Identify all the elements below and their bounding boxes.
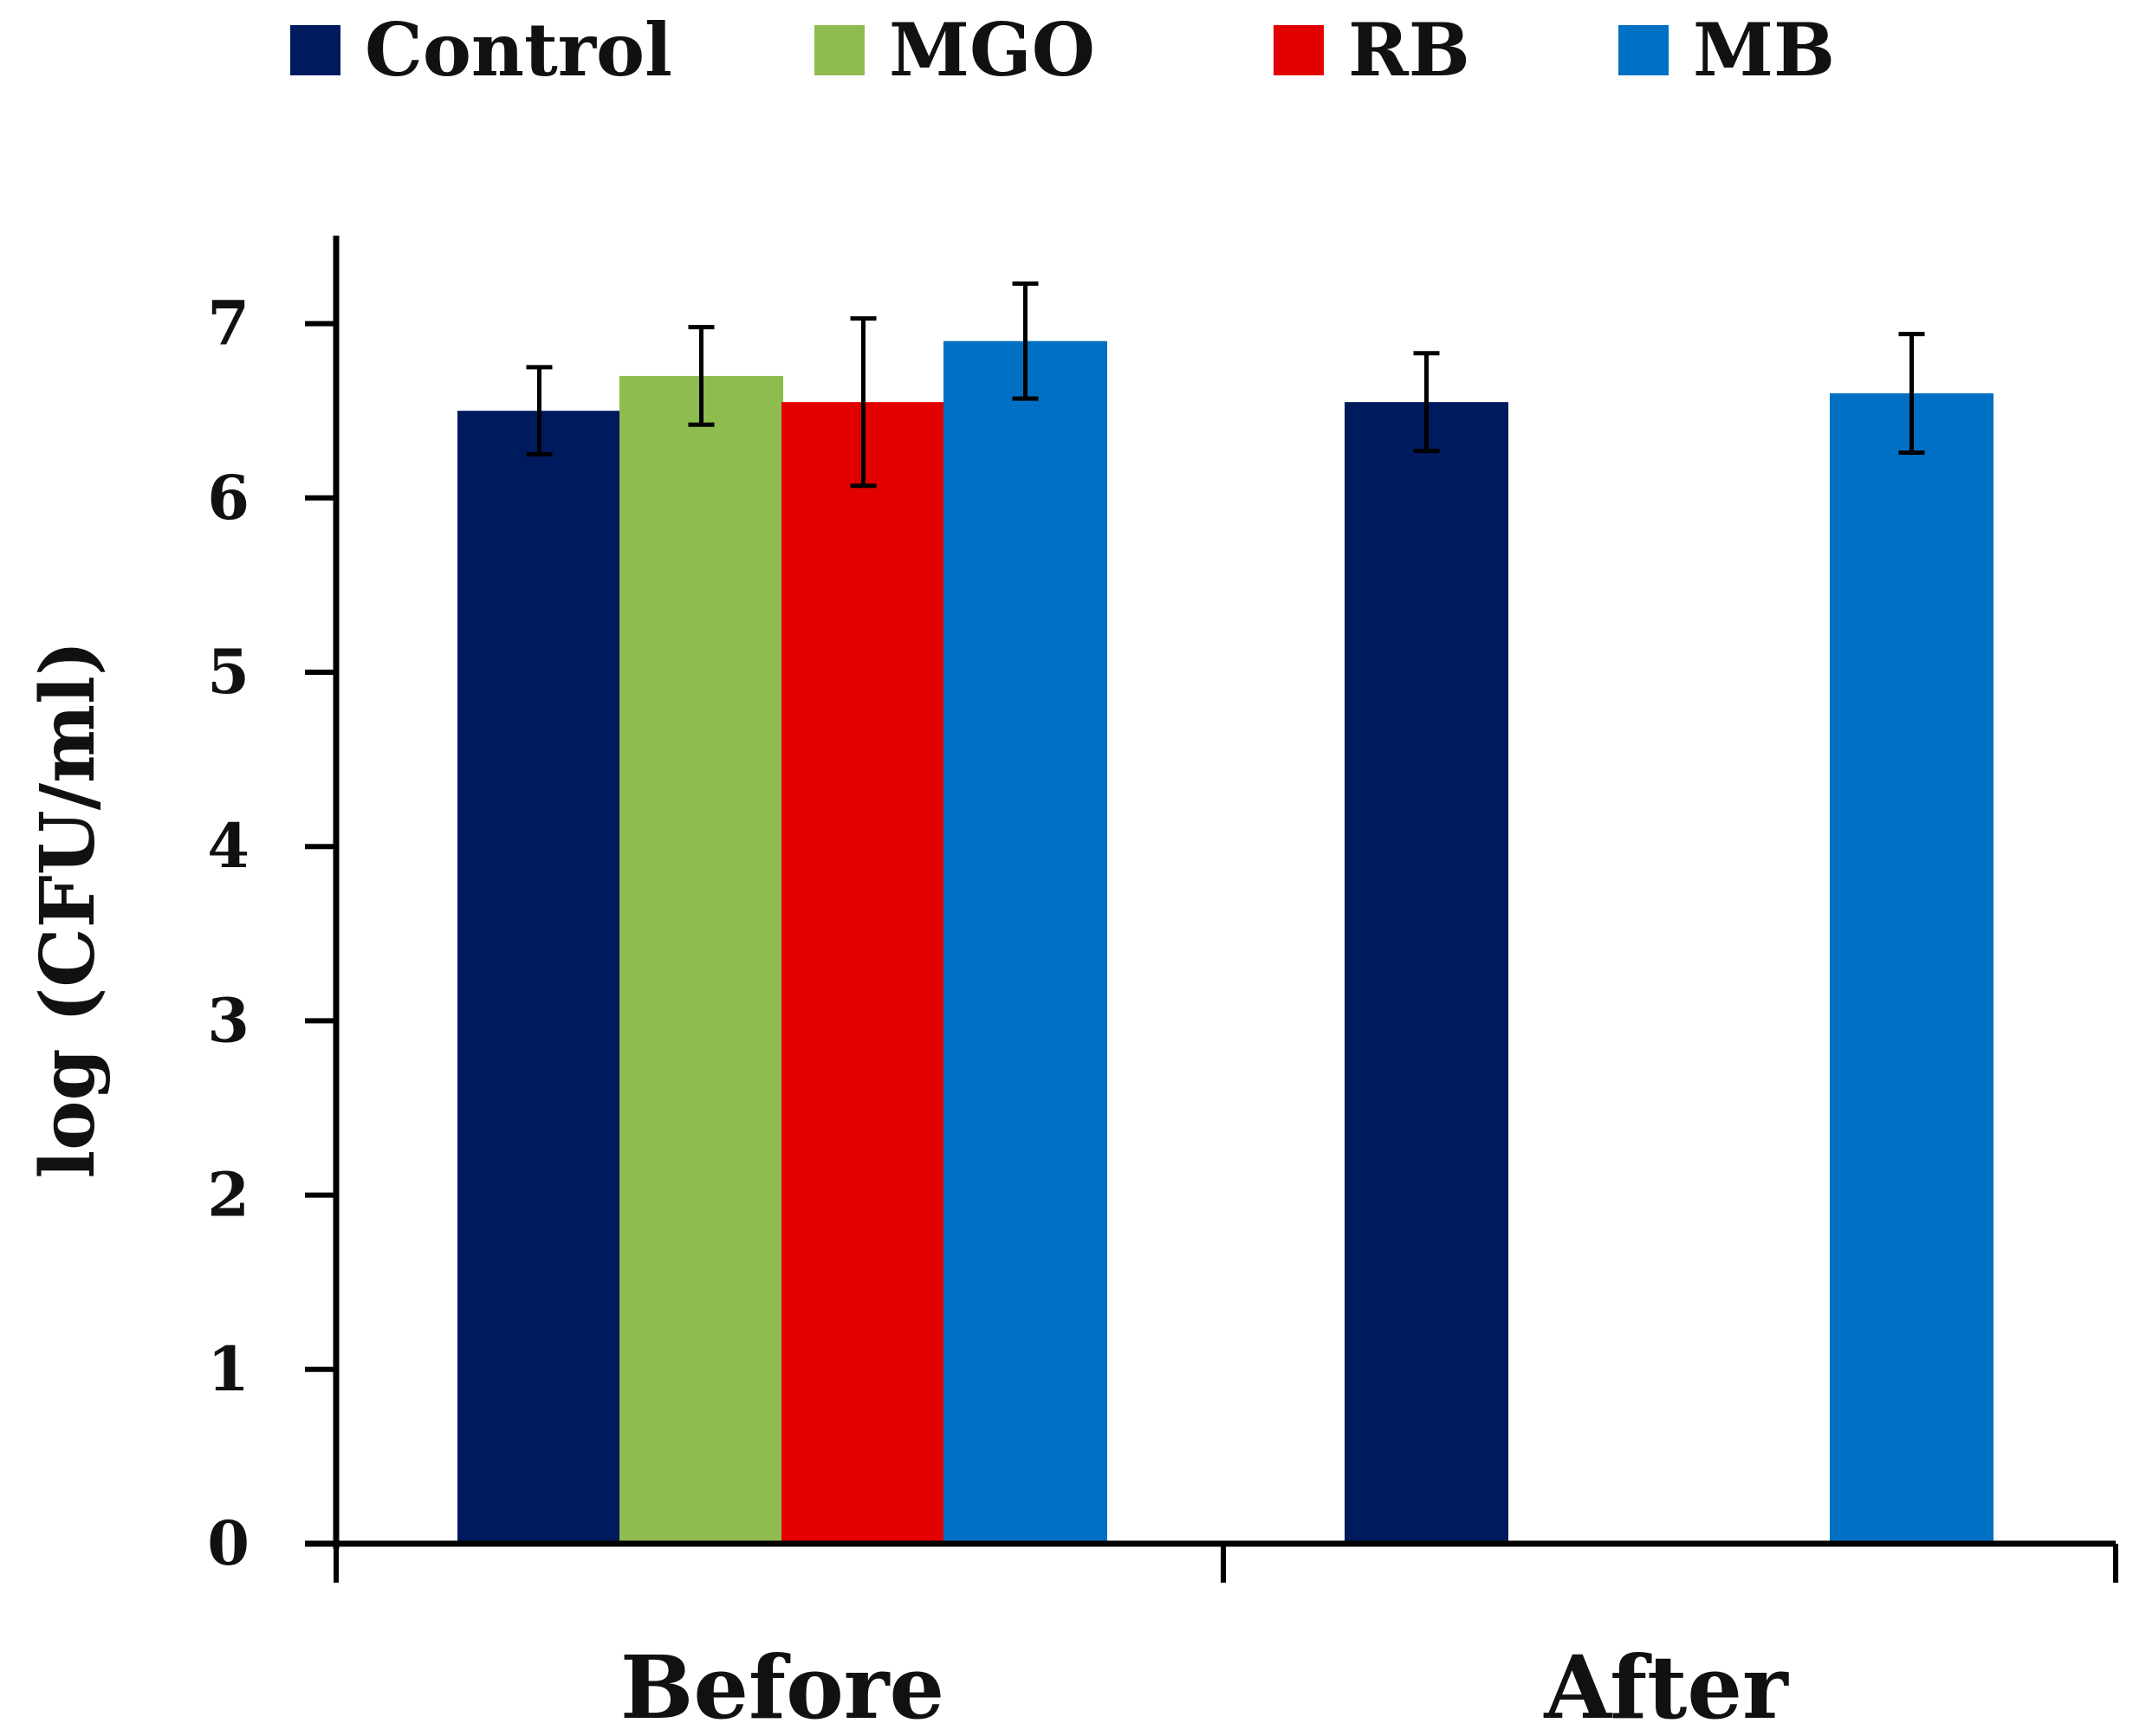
legend-item-control: Control — [290, 7, 672, 93]
legend: Control MGO RB MB — [0, 0, 2133, 104]
bar-rb-before — [781, 402, 945, 1544]
y-tick-label-3: 3 — [207, 984, 250, 1056]
x-category-label-after: After — [1543, 1636, 1789, 1736]
y-axis-label: log (CFU/ml) — [24, 640, 112, 1178]
y-tick-labels: 0 1 2 3 4 5 6 7 — [207, 288, 250, 1579]
bar-mgo-before — [619, 375, 783, 1545]
legend-swatch-mb — [1618, 25, 1669, 75]
legend-label-control: Control — [365, 7, 672, 93]
legend-item-mgo: MGO — [814, 7, 1095, 93]
bar-mb-before — [943, 340, 1107, 1545]
y-tick-label-4: 4 — [207, 810, 250, 882]
legend-swatch-mgo — [814, 25, 865, 75]
legend-label-mb: MB — [1693, 7, 1835, 93]
bars-layer — [457, 340, 1994, 1545]
legend-label-rb: RB — [1348, 7, 1470, 93]
y-tick-label-2: 2 — [207, 1159, 250, 1231]
legend-item-rb: RB — [1274, 7, 1470, 93]
bar-control-after — [1345, 402, 1508, 1544]
legend-swatch-rb — [1274, 25, 1324, 75]
legend-item-mb: MB — [1618, 7, 1835, 93]
bar-control-before — [457, 411, 621, 1545]
bar-mb-after — [1830, 393, 1994, 1545]
y-tick-label-0: 0 — [207, 1507, 250, 1579]
legend-label-mgo: MGO — [889, 7, 1095, 93]
legend-swatch-control — [290, 25, 340, 75]
y-tick-label-7: 7 — [207, 288, 250, 360]
x-category-labels: Before After — [620, 1636, 1789, 1736]
y-tick-label-6: 6 — [207, 462, 250, 534]
error-bars-layer — [526, 281, 1925, 489]
y-tick-label-5: 5 — [207, 636, 250, 708]
axes-layer — [305, 236, 2118, 1583]
y-tick-label-1: 1 — [207, 1333, 250, 1405]
x-category-label-before: Before — [620, 1636, 944, 1736]
